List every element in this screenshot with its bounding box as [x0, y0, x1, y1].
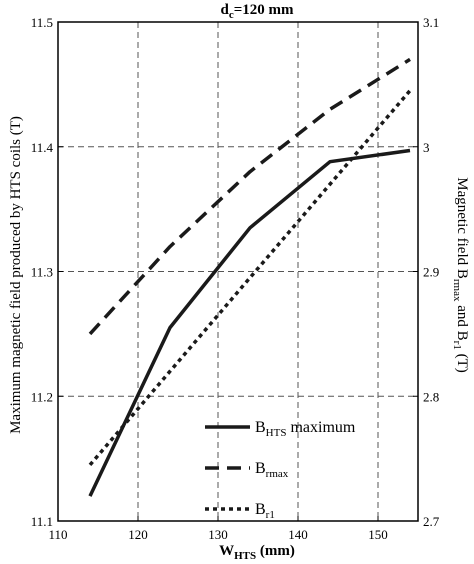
series-line-solid	[88, 148, 411, 497]
x-axis-label: WHTS (mm)	[219, 543, 295, 562]
y-axis-left-label: Maximum magnetic field produced by HTS c…	[8, 116, 24, 434]
chart-title: dc=120 mm	[220, 2, 294, 21]
x-tick-label: 130	[208, 527, 228, 542]
x-tick-label: 150	[368, 527, 388, 542]
grid-lines	[58, 22, 418, 521]
legend-label: BHTS maximum	[255, 419, 356, 439]
series-lines	[88, 57, 412, 497]
x-tick-label: 140	[288, 527, 308, 542]
y-left-tick-label: 11.2	[31, 389, 53, 404]
y-axis-right-label: Magnetic field Brmax and Br1 (T)	[451, 177, 470, 373]
y-right-tick-label: 3.1	[423, 15, 439, 30]
y-left-tick-label: 11.3	[31, 265, 53, 280]
legend-label: Br1	[255, 501, 275, 521]
y-right-tick-label: 2.7	[423, 514, 440, 529]
series-line-dashed	[88, 57, 411, 336]
y-left-tick-label: 11.1	[31, 514, 53, 529]
y-right-tick-label: 2.9	[423, 265, 439, 280]
y-right-tick-label: 2.8	[423, 389, 439, 404]
y-left-tick-label: 11.5	[31, 15, 53, 30]
series-line-dotted	[88, 89, 412, 467]
x-tick-label: 110	[48, 527, 67, 542]
ticks: 110 120 130 140 150 11.1 11.2 11.3 11.4 11.5 2.7 2.…	[31, 15, 440, 542]
y-left-tick-label: 11.4	[31, 140, 54, 155]
x-tick-label: 120	[128, 527, 148, 542]
y-right-tick-label: 3	[423, 140, 430, 155]
legend-label: Brmax	[255, 460, 289, 480]
legend: BHTS maximum Brmax Br1	[205, 419, 356, 521]
